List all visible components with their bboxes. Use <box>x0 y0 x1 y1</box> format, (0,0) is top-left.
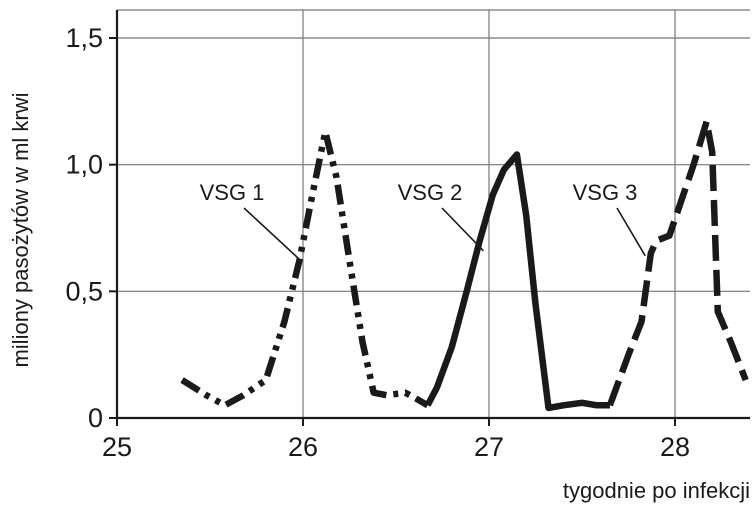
x-tick-label: 28 <box>660 432 690 462</box>
y-tick-label: 1,5 <box>65 23 103 53</box>
tick-labels: 0 0,5 1,0 1,5 25 26 27 28 <box>65 23 690 462</box>
y-tick-label: 0,5 <box>65 276 103 306</box>
y-tick-label: 1,0 <box>65 150 103 180</box>
x-tick-label: 27 <box>474 432 504 462</box>
leader-line-3 <box>616 207 646 257</box>
series-lines <box>180 118 749 412</box>
series-annotations: VSG 1 VSG 2 VSG 3 <box>200 180 646 262</box>
series-label-2: VSG 2 <box>398 180 463 205</box>
series-label-3: VSG 3 <box>573 180 638 205</box>
series-line-3 <box>606 118 749 407</box>
series-line-1 <box>180 128 430 409</box>
y-axis-title: miliony pasożytów w ml krwi <box>8 92 33 367</box>
leader-line-1 <box>243 207 302 262</box>
grid-lines <box>117 9 750 418</box>
x-tick-label: 26 <box>288 432 318 462</box>
x-tick-label: 25 <box>102 432 132 462</box>
leader-line-2 <box>441 207 484 252</box>
series-line-2 <box>424 151 610 412</box>
x-axis-title: tygodnie po infekcji <box>563 478 750 503</box>
series-label-1: VSG 1 <box>200 180 265 205</box>
axes <box>109 10 750 426</box>
y-tick-label: 0 <box>88 403 103 433</box>
